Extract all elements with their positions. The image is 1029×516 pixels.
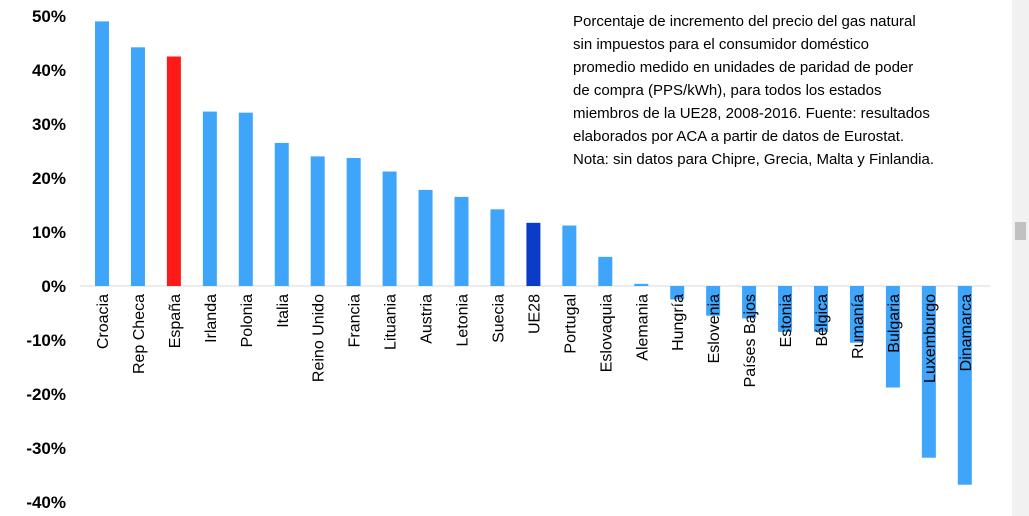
annotation-line: sin impuestos para el consumidor domésti… <box>573 36 869 53</box>
bar-bulgaria <box>885 286 900 388</box>
category-label: Dinamarca <box>958 294 975 371</box>
bar-italia <box>274 142 289 286</box>
bar-francia <box>346 158 361 286</box>
category-label: Eslovenia <box>706 294 723 363</box>
category-label: Italia <box>275 294 292 328</box>
category-label: Polonia <box>239 294 256 347</box>
scrollbar-thumb[interactable] <box>1015 222 1026 240</box>
bar-alemania <box>634 283 649 286</box>
category-label: Bulgaria <box>886 294 903 353</box>
bar-suecia <box>490 209 505 286</box>
category-label: Alemania <box>634 294 651 361</box>
y-tick-label: -20% <box>26 385 66 404</box>
bar-rep-checa <box>130 47 145 286</box>
bar-lituania <box>382 171 397 286</box>
category-label: Suecia <box>490 294 507 343</box>
bars <box>95 21 972 485</box>
category-label: Países Bajos <box>742 294 759 387</box>
bar-dinamarca <box>957 286 972 485</box>
y-tick-label: 40% <box>32 61 66 80</box>
bar-reino-unido <box>310 156 325 286</box>
category-label: Lituania <box>383 294 400 350</box>
annotation-line: miembros de la UE28, 2008-2016. Fuente: … <box>573 105 930 122</box>
category-label: Rep Checa <box>131 294 148 374</box>
y-tick-label: 0% <box>41 277 66 296</box>
bar-portugal <box>562 225 577 286</box>
bar-austria <box>418 189 433 286</box>
y-tick-label: -40% <box>26 493 66 512</box>
y-tick-label: -30% <box>26 439 66 458</box>
category-label: Bélgica <box>814 294 831 347</box>
bar-polonia <box>238 112 253 286</box>
bar-bélgica <box>814 286 828 332</box>
category-label: Croacia <box>95 294 112 349</box>
category-label: Francia <box>347 294 364 347</box>
bar-hungría <box>670 286 685 300</box>
y-tick-label: 20% <box>32 169 66 188</box>
bar-países-bajos <box>742 286 757 319</box>
bar-eslovaquia <box>598 256 613 286</box>
y-axis-tick-labels: 50% 40% 30% 20% 10% 0% -10% -20% -30% -40% <box>26 7 66 512</box>
category-label: Rumanía <box>850 294 867 359</box>
y-tick-label: -10% <box>26 331 66 350</box>
annotation-line: Porcentaje de incremento del precio del … <box>573 13 916 30</box>
y-tick-label: 50% <box>32 7 66 26</box>
category-label: Portugal <box>562 294 579 354</box>
category-label: Luxemburgo <box>922 294 939 383</box>
bar-españa <box>166 56 181 286</box>
bar-ue28 <box>526 222 541 286</box>
y-tick-label: 10% <box>32 223 66 242</box>
bar-rumanía <box>849 286 864 343</box>
bar-eslovenia <box>706 286 721 316</box>
vertical-scrollbar[interactable] <box>1012 0 1029 516</box>
annotation-line: de compra (PPS/kWh), para todos los esta… <box>573 82 882 99</box>
annotation-line: promedio medido en unidades de paridad d… <box>573 59 914 76</box>
category-label: Reino Unido <box>311 294 328 382</box>
category-label: Eslovaquia <box>598 294 615 372</box>
category-label: Estonia <box>778 294 795 347</box>
bar-croacia <box>95 21 109 287</box>
category-label: Hungría <box>670 294 687 351</box>
y-tick-label: 30% <box>32 115 66 134</box>
bar-letonia <box>454 196 469 286</box>
category-label: Letonia <box>455 294 472 347</box>
bar-estonia <box>778 286 793 332</box>
bar-luxemburgo <box>921 286 936 458</box>
category-label: Austria <box>419 294 436 344</box>
bar-irlanda <box>202 111 217 286</box>
annotation-line: Nota: sin datos para Chipre, Grecia, Mal… <box>573 151 935 168</box>
category-label: Irlanda <box>203 294 220 343</box>
category-label: España <box>167 294 184 348</box>
category-labels: Croacia Rep Checa España Irlanda Polonia Ital… <box>95 294 975 387</box>
category-label: UE28 <box>526 294 543 334</box>
annotation-line: elaborados por ACA a partir de datos de … <box>573 128 905 145</box>
chart-annotation: Porcentaje de incremento del precio del … <box>573 10 993 171</box>
